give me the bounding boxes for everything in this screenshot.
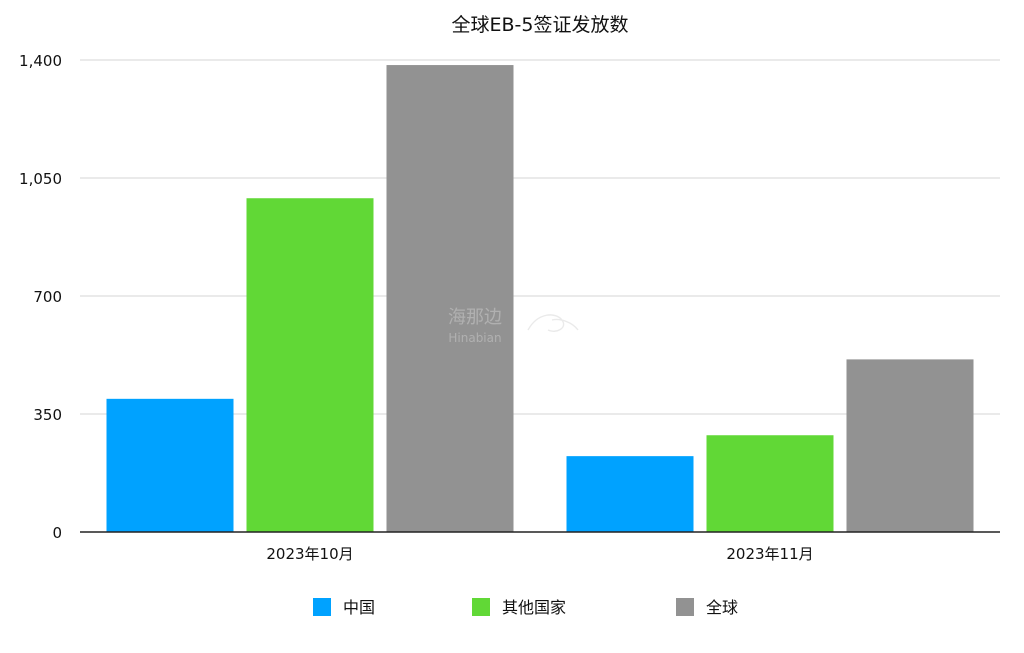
y-tick-label: 350 (33, 406, 62, 424)
y-axis-tick-labels: 0 350 700 1,050 1,400 (19, 52, 62, 542)
chart-title: 全球EB-5签证发放数 (452, 14, 629, 36)
watermark-logo-icon (527, 314, 579, 332)
y-tick-label: 0 (52, 524, 62, 542)
legend-item: 中国 (313, 598, 375, 617)
y-tick-label: 1,050 (19, 170, 62, 188)
y-tick-label: 700 (33, 288, 62, 306)
bar-other-countries-1 (246, 198, 374, 532)
bar-china-2 (566, 456, 694, 532)
bars (106, 65, 974, 533)
legend-item: 全球 (676, 598, 738, 617)
bar-global-1 (386, 65, 514, 533)
y-tick-label: 1,400 (19, 52, 62, 70)
legend-swatch (472, 598, 490, 616)
watermark-text-en: Hinabian (448, 331, 501, 345)
legend: 中国 其他国家 全球 (313, 598, 738, 617)
bar-china-1 (106, 398, 234, 532)
watermark: 海那边 Hinabian (448, 307, 579, 345)
watermark-text-cn: 海那边 (448, 307, 502, 328)
x-tick-label: 2023年11月 (726, 545, 813, 563)
legend-item: 其他国家 (472, 598, 566, 617)
legend-label: 全球 (706, 598, 738, 617)
x-axis-tick-labels: 2023年10月 2023年11月 (266, 545, 813, 563)
bar-other-countries-2 (706, 435, 834, 532)
bar-global-2 (846, 359, 974, 532)
x-tick-label: 2023年10月 (266, 545, 353, 563)
legend-swatch (313, 598, 331, 616)
legend-label: 中国 (343, 598, 375, 617)
legend-swatch (676, 598, 694, 616)
legend-label: 其他国家 (502, 598, 566, 617)
